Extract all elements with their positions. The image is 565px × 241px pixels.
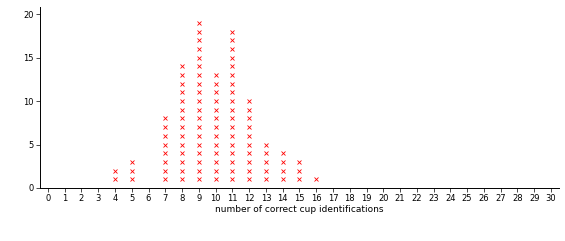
X-axis label: number of correct cup identifications: number of correct cup identifications [215, 205, 384, 214]
